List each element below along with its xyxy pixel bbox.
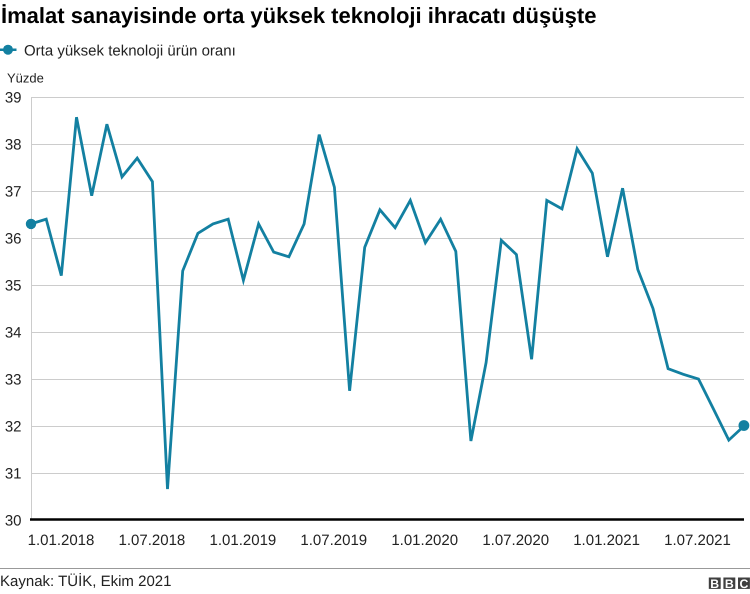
svg-text:37: 37 [5,184,22,201]
svg-text:39: 39 [5,90,22,107]
svg-text:1.07.2018: 1.07.2018 [119,532,186,549]
svg-text:1.07.2020: 1.07.2020 [482,532,549,549]
svg-text:1.01.2019: 1.01.2019 [210,532,277,549]
svg-text:1.01.2020: 1.01.2020 [391,532,458,549]
svg-text:32: 32 [5,419,22,436]
svg-text:1.07.2019: 1.07.2019 [300,532,367,549]
svg-text:31: 31 [5,466,22,483]
svg-text:Kaynak: TÜİK, Ekim 2021: Kaynak: TÜİK, Ekim 2021 [0,572,171,590]
svg-text:1.01.2021: 1.01.2021 [573,532,640,549]
svg-text:38: 38 [5,137,22,154]
svg-text:B: B [725,577,734,591]
svg-text:30: 30 [5,513,22,530]
svg-text:C: C [740,577,749,591]
svg-text:Orta yüksek teknoloji ürün ora: Orta yüksek teknoloji ürün oranı [24,43,236,60]
svg-text:36: 36 [5,231,22,248]
svg-text:1.07.2021: 1.07.2021 [664,532,731,549]
svg-text:33: 33 [5,372,22,389]
svg-text:Yüzde: Yüzde [7,71,44,86]
svg-text:1.01.2018: 1.01.2018 [28,532,95,549]
svg-text:B: B [710,577,719,591]
svg-text:İmalat sanayisinde orta yüksek: İmalat sanayisinde orta yüksek teknoloji… [1,3,596,28]
svg-text:35: 35 [5,278,22,295]
svg-text:34: 34 [5,325,22,342]
